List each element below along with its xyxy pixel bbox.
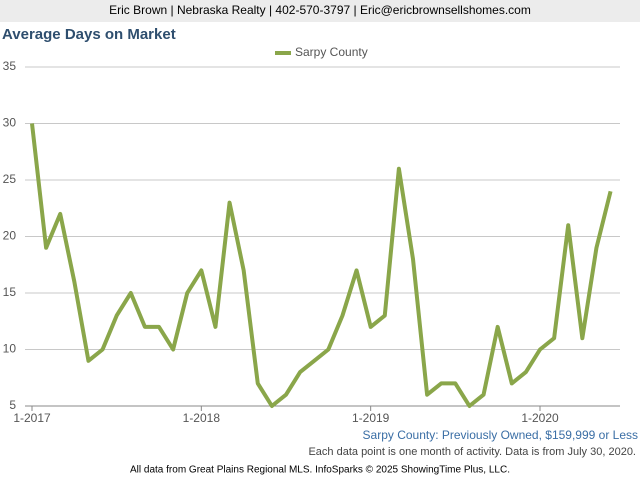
y-tick-label: 25 (3, 172, 17, 186)
header-bar (0, 0, 640, 22)
x-tick-label: 1-2019 (352, 411, 390, 425)
y-tick-label: 30 (3, 116, 17, 130)
y-tick-label: 35 (3, 59, 17, 73)
chart-title: Average Days on Market (2, 26, 176, 43)
y-tick-label: 20 (3, 229, 17, 243)
y-tick-label: 5 (9, 398, 16, 412)
y-tick-label: 10 (3, 342, 17, 356)
note: Each data point is one month of activity… (308, 446, 636, 458)
x-tick-label: 1-2020 (521, 411, 559, 425)
series-line (30, 123, 613, 408)
x-tick-label: 1-2018 (183, 411, 221, 425)
x-tick-label: 1-2017 (13, 411, 51, 425)
legend-label: Sarpy County (295, 45, 368, 59)
header: Eric Brown | Nebraska Realty | 402-570-3… (109, 3, 531, 17)
footer: All data from Great Plains Regional MLS.… (130, 465, 510, 476)
subtitle: Sarpy County: Previously Owned, $159,999… (363, 428, 638, 442)
y-tick-label: 15 (3, 285, 17, 299)
